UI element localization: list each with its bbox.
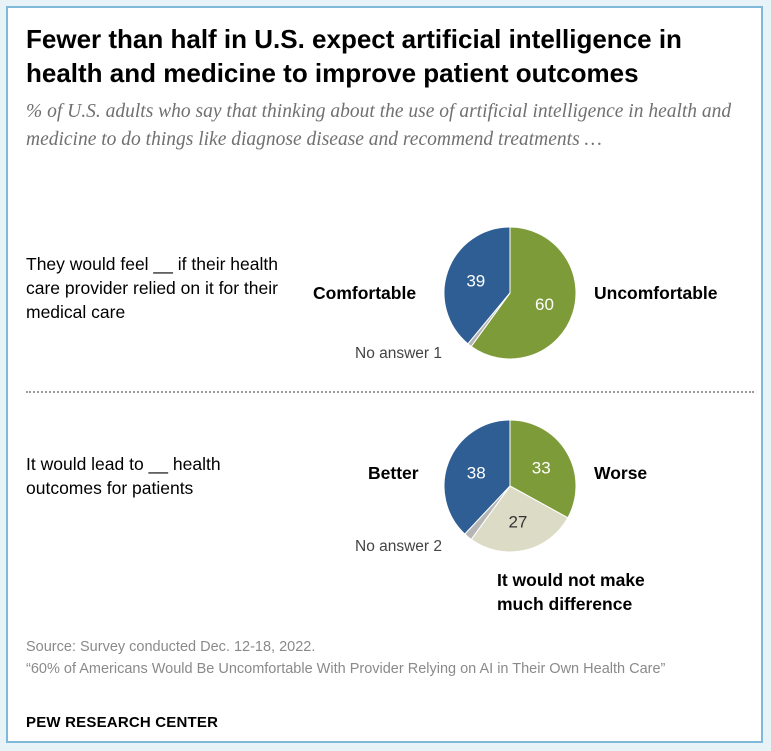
question-1-label: They would feel __ if their health care … xyxy=(26,254,278,322)
pie-chart-health-outcomes: 38 33 27 xyxy=(443,419,577,553)
pie1-uncomfortable-label: Uncomfortable xyxy=(594,283,718,303)
source-note: Source: Survey conducted Dec. 12-18, 202… xyxy=(26,636,746,680)
pie-slice-it-would-not-make-much-difference xyxy=(470,485,569,553)
pie-value-label-uncomfortable: 60 xyxy=(535,295,554,314)
pie2-no-difference-label: It would not make much difference xyxy=(497,568,645,616)
pie-chart-provider-comfort: 39 60 xyxy=(443,226,577,360)
pie-slice-comfortable xyxy=(443,226,511,345)
pie-slice-no-answer xyxy=(467,292,511,348)
chart-title: Fewer than half in U.S. expect artificia… xyxy=(26,24,682,88)
pie2-no-difference-line2: much difference xyxy=(497,594,633,614)
pie2-worse-label: Worse xyxy=(594,463,648,483)
pie2-no-difference-line1: It would not make xyxy=(497,570,645,590)
source-line-1: Source: Survey conducted Dec. 12-18, 202… xyxy=(26,639,316,655)
chart-card: Fewer than half in U.S. expect artificia… xyxy=(6,6,763,743)
pie-slice-uncomfortable xyxy=(470,226,577,360)
pie2-better-label: Better xyxy=(368,463,419,483)
source-line-2: “60% of Americans Would Be Uncomfortable… xyxy=(26,661,666,677)
question-2-label: It would lead to __ health outcomes for … xyxy=(26,454,221,498)
pew-research-center-logo-text: PEW RESEARCH CENTER xyxy=(26,714,219,731)
pie1-comfortable-label: Comfortable xyxy=(313,283,417,303)
pie-value-label-worse: 33 xyxy=(532,459,551,478)
pie-slice-no-answer xyxy=(464,485,511,541)
pie2-no-answer-label: No answer 2 xyxy=(355,538,443,555)
chart-subtitle: % of U.S. adults who say that thinking a… xyxy=(26,101,732,150)
pie-value-label-better: 38 xyxy=(467,464,486,483)
pie-slice-worse xyxy=(509,419,577,519)
pie-value-label-comfortable: 39 xyxy=(466,272,485,291)
pie-value-label-it-would-not-make-much-difference: 27 xyxy=(508,512,527,531)
section-divider xyxy=(26,391,754,393)
pie1-no-answer-label: No answer 1 xyxy=(355,345,443,362)
pie-slice-better xyxy=(443,419,511,535)
